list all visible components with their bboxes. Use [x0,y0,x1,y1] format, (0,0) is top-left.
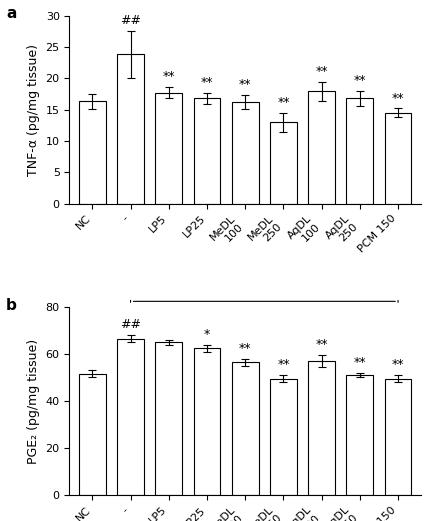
Text: **: ** [392,358,404,371]
Text: a: a [6,6,16,21]
Text: **: ** [354,74,366,87]
Bar [346,375,373,495]
Text: Yeast: Yeast [245,320,283,333]
Text: **: ** [163,70,175,83]
Text: ##: ## [120,318,141,331]
Bar [194,98,220,204]
Y-axis label: PGE₂ (pg/mg tissue): PGE₂ (pg/mg tissue) [27,339,40,464]
Y-axis label: TNF-α (pg/mg tissue): TNF-α (pg/mg tissue) [27,44,40,176]
Bar [232,362,259,495]
Bar [194,348,220,495]
Bar [117,55,144,204]
Text: **: ** [277,96,289,109]
Bar [232,102,259,204]
Bar [385,379,411,495]
Bar [270,379,297,495]
Bar [346,98,373,204]
Text: *: * [204,328,210,341]
Bar [155,342,182,495]
Text: b: b [6,297,17,313]
Text: **: ** [392,92,404,105]
Bar [308,92,335,204]
Text: **: ** [316,338,328,351]
Bar [270,122,297,204]
Text: **: ** [354,356,366,369]
Bar [117,339,144,495]
Bar [79,374,106,495]
Text: **: ** [239,342,251,355]
Bar [385,113,411,204]
Text: **: ** [277,358,289,371]
Text: **: ** [239,79,251,92]
Bar [79,102,106,204]
Bar [308,361,335,495]
Bar [155,93,182,204]
Text: **: ** [316,65,328,78]
Text: **: ** [201,76,213,89]
Text: ##: ## [120,14,141,27]
